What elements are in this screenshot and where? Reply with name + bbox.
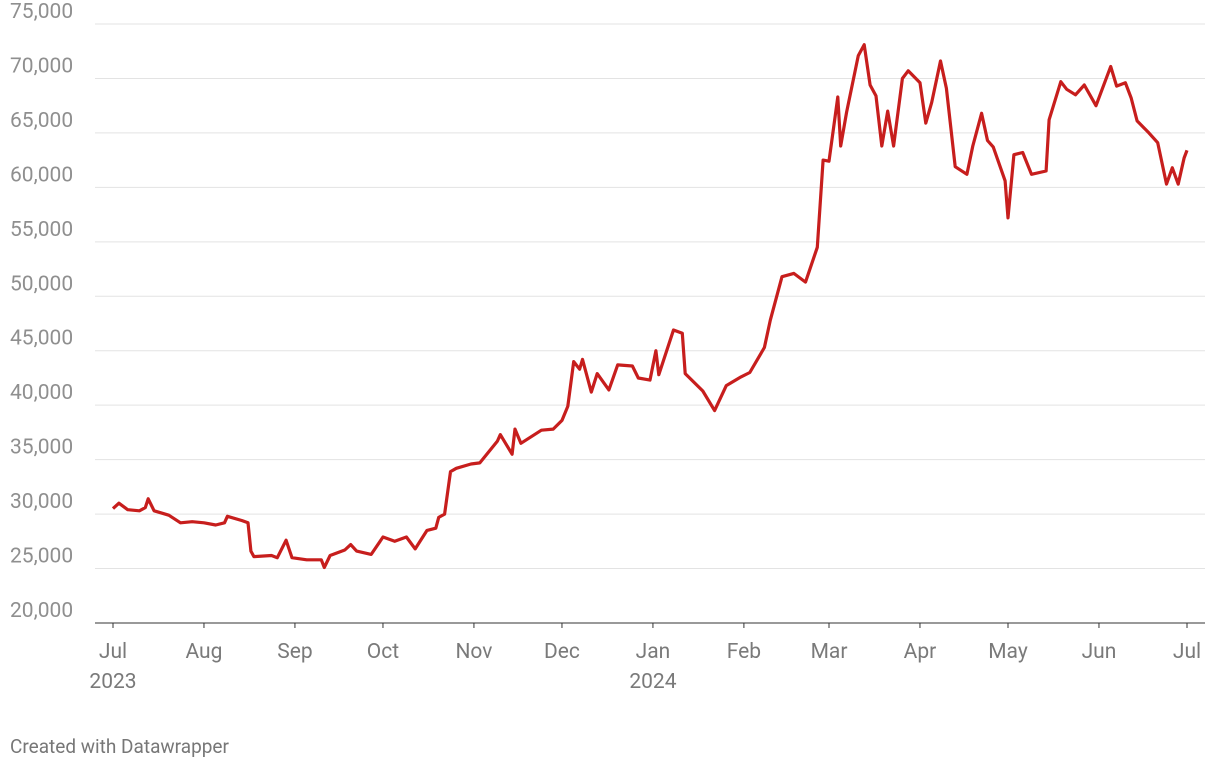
x-tick-label: Jul	[1173, 640, 1201, 664]
y-tick-label: 45,000	[10, 327, 73, 351]
x-tick-label: Nov	[455, 640, 492, 664]
x-tick-year: 2024	[629, 670, 676, 694]
footer: Created with Datawrapper	[10, 735, 229, 758]
x-tick-label: Jul	[99, 640, 127, 664]
x-tick-label: Aug	[185, 640, 222, 664]
y-tick-label: 30,000	[10, 490, 73, 514]
y-tick-label: 20,000	[10, 599, 73, 623]
price-line	[111, 43, 1189, 570]
x-tick-label: Mar	[811, 640, 848, 664]
y-tick-label: 25,000	[10, 545, 73, 569]
y-tick-label: 75,000	[10, 0, 73, 24]
y-tick-label: 35,000	[10, 436, 73, 460]
x-tick-label: Apr	[904, 640, 937, 664]
y-tick-label: 55,000	[10, 218, 73, 242]
y-tick-label: 60,000	[10, 163, 73, 187]
x-tick-label: May	[988, 640, 1028, 664]
x-tick-label: Oct	[367, 640, 399, 664]
x-tick-label: Feb	[727, 640, 761, 664]
x-tick-label: Jan	[636, 640, 671, 664]
y-tick-label: 70,000	[10, 54, 73, 78]
x-tick-label: Sep	[277, 640, 312, 664]
y-tick-label: 50,000	[10, 272, 73, 296]
x-tick-label: Jun	[1082, 640, 1117, 664]
x-tick-label: Dec	[544, 640, 580, 664]
y-tick-label: 65,000	[10, 109, 73, 133]
y-tick-label: 40,000	[10, 381, 73, 405]
x-tick-year: 2023	[89, 670, 136, 694]
